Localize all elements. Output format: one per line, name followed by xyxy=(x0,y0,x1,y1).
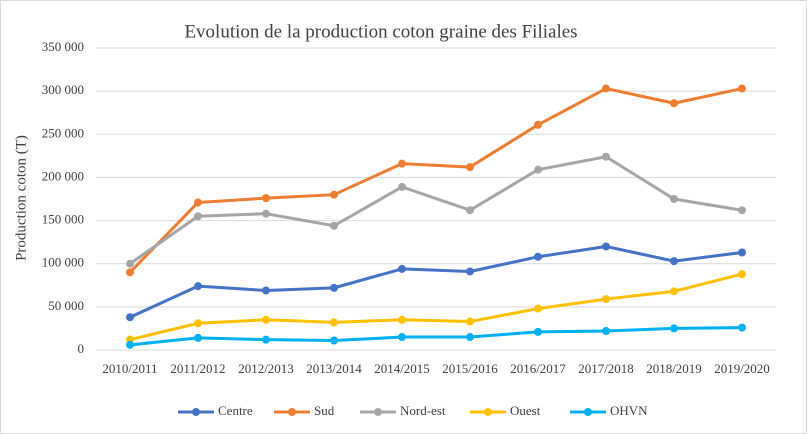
data-point xyxy=(194,212,202,221)
data-point xyxy=(126,340,134,349)
data-point xyxy=(738,323,746,332)
data-point xyxy=(262,315,270,324)
y-tick-label: 0 xyxy=(78,341,85,356)
data-point xyxy=(738,248,746,257)
data-point xyxy=(602,327,610,336)
data-point xyxy=(670,99,678,108)
x-tick-label: 2013/2014 xyxy=(306,361,362,376)
data-point xyxy=(738,270,746,279)
data-point xyxy=(738,206,746,215)
data-point xyxy=(670,195,678,203)
x-tick-label: 2012/2013 xyxy=(238,361,294,376)
data-point xyxy=(466,163,474,172)
data-point xyxy=(330,336,338,345)
series-line xyxy=(129,326,743,347)
data-point xyxy=(126,259,134,268)
data-point xyxy=(534,304,542,313)
x-tick-label: 2017/2018 xyxy=(578,361,634,376)
data-point xyxy=(126,313,134,322)
data-point xyxy=(262,335,270,344)
data-point xyxy=(670,287,678,296)
x-tick-label: 2010/2011 xyxy=(102,361,157,376)
data-point xyxy=(466,267,474,276)
data-point xyxy=(398,159,406,168)
data-point xyxy=(466,333,474,342)
data-point xyxy=(534,327,542,336)
data-point xyxy=(262,209,270,218)
x-tick-label: 2011/2012 xyxy=(170,361,225,376)
y-tick-label: 350 000 xyxy=(42,39,84,54)
legend-marker xyxy=(584,408,592,416)
data-point xyxy=(534,252,542,261)
x-tick-label: 2015/2016 xyxy=(442,361,498,376)
legend-marker xyxy=(484,408,492,416)
data-point xyxy=(670,257,678,266)
data-point xyxy=(262,194,270,203)
data-point xyxy=(398,182,406,191)
y-tick-label: 100 000 xyxy=(42,255,84,270)
data-point xyxy=(330,221,338,230)
series-line xyxy=(129,244,743,319)
data-point xyxy=(330,318,338,327)
y-tick-label: 300 000 xyxy=(42,82,84,97)
x-tick-label: 2018/2019 xyxy=(646,361,702,376)
legend-label: Centre xyxy=(218,403,253,418)
data-point xyxy=(398,315,406,324)
data-point xyxy=(330,190,338,199)
data-point xyxy=(602,295,610,304)
data-point xyxy=(602,84,610,93)
data-point xyxy=(670,324,678,333)
legend-label: Sud xyxy=(314,403,335,418)
data-point xyxy=(398,264,406,273)
x-tick-label: 2016/2017 xyxy=(510,361,566,376)
data-point xyxy=(126,268,134,277)
data-point xyxy=(534,120,542,129)
y-axis-label: Production coton (T) xyxy=(13,135,29,261)
data-point xyxy=(194,333,202,342)
series-line xyxy=(129,272,743,342)
data-point xyxy=(262,286,270,295)
series-line xyxy=(128,87,743,274)
data-point xyxy=(330,283,338,292)
data-point xyxy=(194,282,202,291)
data-point xyxy=(194,198,202,207)
data-point xyxy=(602,242,610,251)
data-point xyxy=(466,317,474,326)
y-tick-label: 250 000 xyxy=(42,125,84,140)
y-tick-label: 200 000 xyxy=(42,168,84,183)
legend-marker xyxy=(192,408,200,416)
data-point xyxy=(738,84,746,93)
x-tick-label: 2014/2015 xyxy=(374,361,430,376)
legend-marker xyxy=(288,408,296,416)
data-point xyxy=(466,206,474,215)
legend-marker xyxy=(374,408,382,416)
data-point xyxy=(194,319,202,328)
y-tick-label: 50 000 xyxy=(48,298,84,313)
legend-label: OHVN xyxy=(610,403,648,418)
legend-label: Ouest xyxy=(510,403,541,418)
y-tick-label: 150 000 xyxy=(42,212,84,227)
data-point xyxy=(534,165,542,174)
data-point xyxy=(602,152,610,161)
data-point xyxy=(398,333,406,342)
series-line xyxy=(129,155,743,265)
chart-title: Evolution de la production coton graine … xyxy=(184,21,577,42)
x-tick-label: 2019/2020 xyxy=(714,361,770,376)
legend-label: Nord-est xyxy=(400,403,446,418)
